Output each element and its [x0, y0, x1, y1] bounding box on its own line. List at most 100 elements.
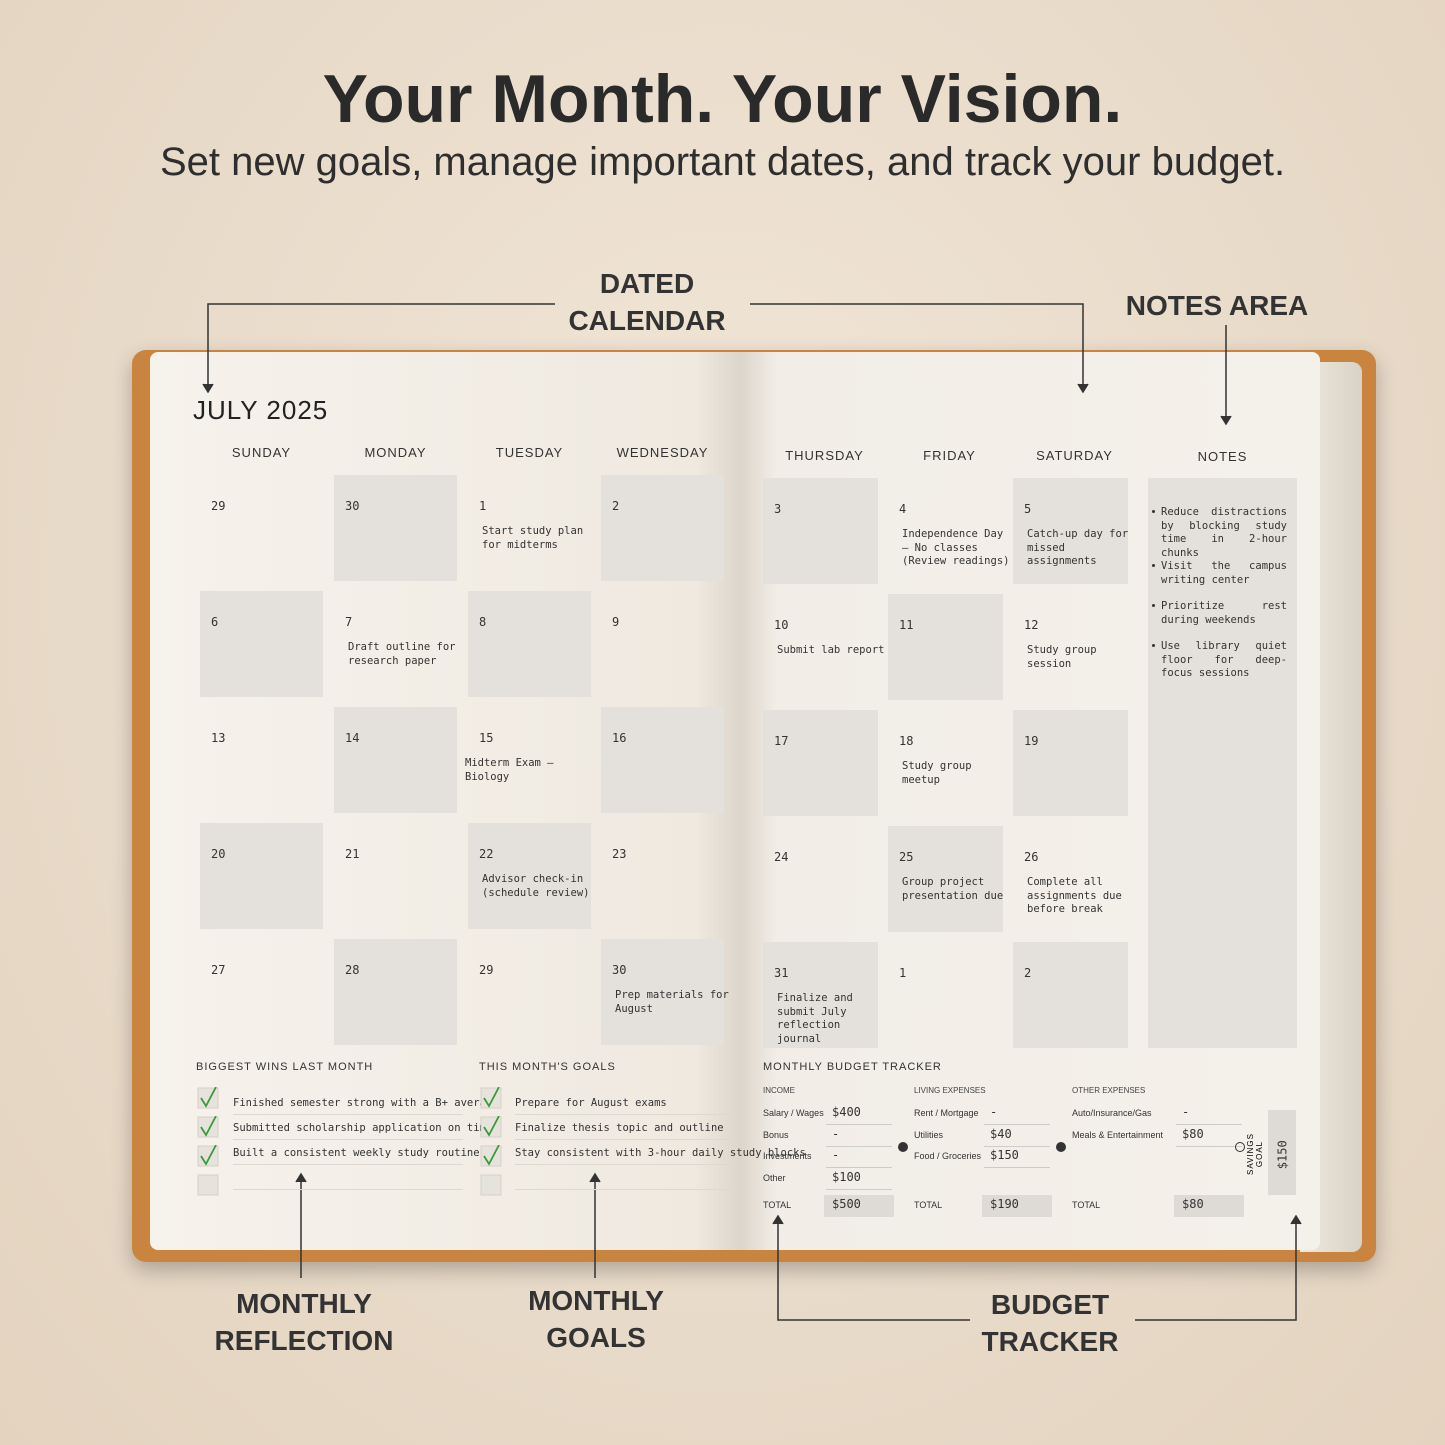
date-number: 12	[1024, 618, 1039, 632]
weekday-label: WEDNESDAY	[616, 445, 709, 460]
checkbox	[197, 1174, 219, 1196]
callout-label: CALENDAR	[568, 305, 726, 336]
calendar-note: Catch-up day for missed assignments	[1027, 528, 1129, 567]
budget-label: Salary / Wages	[763, 1108, 824, 1118]
total-box	[824, 1195, 894, 1217]
total-label: TOTAL	[1072, 1200, 1101, 1210]
weekday-label: MONDAY	[364, 445, 427, 460]
calendar-note: Study group session	[1027, 644, 1097, 670]
total-box	[1174, 1195, 1244, 1217]
calendar-note: Draft outline for research paper	[348, 641, 456, 667]
budget-label: Meals & Entertainment	[1072, 1129, 1164, 1140]
calendar-cell	[334, 707, 457, 813]
operator-icon	[1235, 1142, 1245, 1152]
date-number: 10	[774, 618, 789, 632]
total-label: TOTAL	[914, 1200, 943, 1210]
rule	[826, 1145, 892, 1147]
rule	[515, 1114, 745, 1115]
checkbox	[197, 1145, 219, 1167]
date-number: 7	[345, 615, 353, 629]
list-item: Finalize thesis topic and outline	[515, 1122, 724, 1134]
calendar-cell	[200, 591, 323, 697]
budget-label: Investments	[763, 1151, 812, 1161]
note-item: Reduce distractions by blocking study ti…	[1161, 506, 1287, 559]
budget-group-heading: LIVING EXPENSES	[914, 1086, 986, 1095]
section-heading: BIGGEST WINS LAST MONTH	[196, 1061, 374, 1073]
calendar-cell	[334, 823, 457, 929]
weekday-label: SUNDAY	[231, 445, 292, 460]
budget-value: -	[832, 1126, 840, 1141]
date-number: 11	[899, 618, 914, 632]
calendar-note: Group project presentation due	[902, 876, 1004, 902]
weekday-label: THURSDAY	[785, 448, 864, 463]
rule	[826, 1124, 892, 1125]
date-number: 25	[899, 850, 914, 864]
calendar-cell	[1013, 710, 1128, 816]
rule	[233, 1189, 463, 1190]
calendar-cell	[763, 710, 878, 816]
date-number: 1	[899, 966, 907, 980]
rule	[1176, 1145, 1242, 1147]
rule	[515, 1164, 745, 1165]
date-number: 18	[899, 734, 914, 748]
calendar-note: Complete all assignments due before brea…	[1027, 876, 1122, 915]
rule	[233, 1114, 463, 1115]
date-number: 26	[1024, 850, 1039, 864]
list-item: Submitted scholarship application on tim…	[233, 1122, 493, 1134]
date-number: 9	[612, 615, 620, 629]
month-title: JULY 2025	[193, 395, 329, 425]
calendar-cell	[1013, 478, 1128, 584]
rule	[984, 1167, 1050, 1168]
date-number: 30	[612, 963, 627, 977]
date-number: 17	[774, 734, 789, 748]
bullet	[1152, 644, 1155, 647]
note-item: Visit the campus writing center	[1161, 560, 1287, 586]
date-number: 2	[612, 499, 620, 513]
checkbox	[480, 1087, 502, 1109]
calendar-note: Advisor check-in (schedule review)	[482, 873, 590, 899]
budget-label: Utilities	[914, 1129, 944, 1140]
calendar-cell	[601, 475, 724, 581]
calendar-cell	[601, 939, 724, 1045]
rule	[1176, 1124, 1242, 1125]
date-number: 27	[211, 963, 226, 977]
date-number: 5	[1024, 502, 1032, 516]
date-number: 14	[345, 731, 360, 745]
calendar-cell	[763, 942, 878, 1048]
budget-value: $400	[832, 1105, 861, 1119]
checkbox	[480, 1174, 502, 1196]
calendar-cell	[888, 826, 1003, 932]
section-heading: THIS MONTH'S GOALS	[479, 1061, 616, 1073]
date-number: 29	[211, 499, 226, 513]
callout-label: NOTES AREA	[1125, 290, 1309, 321]
calendar-cell	[601, 823, 724, 929]
weekday-label: TUESDAY	[495, 445, 564, 460]
total-value: $500	[832, 1197, 861, 1211]
rule	[233, 1164, 463, 1165]
calendar-cell	[468, 591, 591, 697]
budget-value: $40	[990, 1126, 1012, 1141]
calendar-cell	[888, 942, 1003, 1048]
calendar-note: Midterm Exam – Biology	[465, 757, 554, 783]
date-number: 1	[479, 499, 487, 513]
date-number: 13	[211, 731, 226, 745]
checkbox	[197, 1116, 219, 1138]
checkbox	[480, 1116, 502, 1138]
calendar-cell	[763, 826, 878, 932]
rule	[984, 1145, 1050, 1147]
budget-value: $80	[1182, 1126, 1204, 1141]
date-number: 23	[612, 847, 627, 861]
budget-group-heading: INCOME	[763, 1086, 795, 1095]
calendar-note: Study group meetup	[902, 760, 972, 786]
budget-label: Bonus	[763, 1129, 789, 1140]
calendar-note: Start study plan for midterms	[482, 525, 584, 551]
list-item: Prepare for August exams	[515, 1097, 667, 1109]
date-number: 29	[479, 963, 494, 977]
rule	[984, 1124, 1050, 1125]
savings-label: SAVINGS GOAL	[1246, 1133, 1264, 1175]
date-number: 2	[1024, 966, 1032, 980]
callout-label: TRACKER	[981, 1326, 1119, 1357]
date-number: 31	[774, 966, 789, 980]
date-number: 8	[479, 615, 487, 629]
budget-label: Food / Groceries	[914, 1151, 982, 1161]
